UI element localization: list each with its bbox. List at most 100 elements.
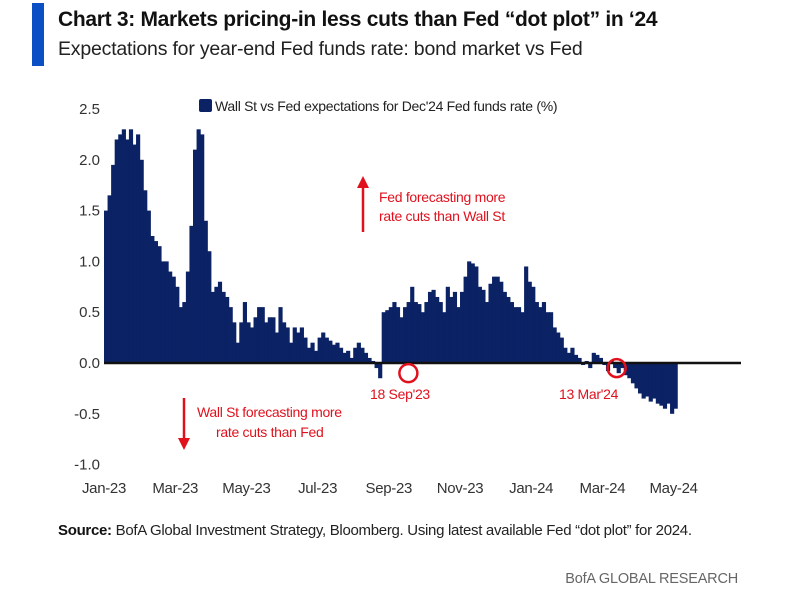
series-bar [641, 363, 646, 399]
series-bar [452, 291, 458, 363]
series-bar [168, 271, 173, 363]
series-bar [335, 342, 340, 363]
series-bar [645, 363, 650, 397]
series-bar [545, 312, 550, 363]
series-bar [488, 283, 493, 363]
y-tick-label: 0.5 [79, 304, 100, 321]
series-bar [271, 317, 276, 363]
x-tick-label: Mar-23 [152, 480, 198, 497]
annotation-wallst-more-cuts-line2: rate cuts than Fed [216, 424, 323, 440]
series-bar [182, 302, 187, 363]
series-bar [225, 296, 230, 363]
series-bar [356, 342, 361, 363]
series-bar [306, 347, 312, 363]
x-tick-label: Nov-23 [437, 480, 484, 497]
series-bar [118, 134, 123, 363]
series-bar [516, 307, 522, 363]
series-bar [395, 307, 401, 363]
series-bar [655, 363, 660, 404]
series-bar [577, 357, 582, 363]
x-tick-label: Jan-23 [82, 480, 126, 497]
series-bar [413, 302, 418, 363]
series-bar [527, 281, 532, 363]
series-bar [481, 289, 486, 363]
source-text: BofA Global Investment Strategy, Bloombe… [111, 522, 692, 539]
series-bar [638, 363, 643, 394]
series-bar [299, 327, 304, 363]
series-bar [506, 296, 511, 363]
series-bar [652, 363, 657, 399]
series-bar [139, 159, 144, 363]
series-bar [595, 354, 600, 363]
series-bar [285, 327, 290, 363]
series-bar [150, 236, 155, 363]
series-bar [598, 357, 603, 363]
series-area [104, 129, 678, 414]
series-bar [303, 337, 308, 363]
series-bar [420, 312, 425, 363]
series-bar [289, 342, 294, 363]
series-bar [549, 312, 554, 363]
series-bar [128, 129, 134, 363]
y-tick-label: 2.0 [79, 152, 100, 169]
series-bar [662, 363, 668, 409]
series-bar [431, 289, 436, 363]
series-bar [104, 210, 109, 363]
y-tick-label: 1.5 [79, 203, 100, 220]
series-bar [410, 286, 415, 363]
series-bar [556, 332, 561, 363]
series-bar [210, 291, 215, 363]
series-bar [282, 322, 287, 363]
series-bar [484, 302, 490, 363]
y-axis: 2.5 2.0 1.5 1.0 0.5 0.0 -0.5 -1.0 [74, 101, 100, 474]
series-bar [253, 317, 258, 363]
series-bar [392, 302, 397, 363]
series-bar [374, 363, 379, 369]
series-bar [634, 363, 639, 389]
series-bar [502, 291, 507, 363]
series-bar [378, 363, 383, 379]
series-bar [534, 302, 539, 363]
series-bar [385, 310, 390, 363]
y-tick-label: -1.0 [74, 457, 100, 474]
series-bar [328, 340, 333, 363]
series-bar [616, 363, 621, 374]
series-bar [438, 302, 443, 363]
arrow-down-head [178, 438, 190, 450]
series-bar [520, 312, 525, 363]
series-bar [442, 312, 447, 363]
series-bar [185, 271, 191, 363]
series-bar [613, 363, 618, 369]
annotation-wallst-more-cuts-line1: Wall St forecasting more [197, 404, 342, 420]
series-bar [573, 354, 579, 363]
series-bar [424, 302, 429, 363]
series-bar [274, 332, 280, 363]
annotation-circle-18-sep-23 [398, 362, 419, 384]
series-bar [538, 307, 543, 363]
series-bar [470, 263, 475, 363]
annotation-fed-more-cuts-line2: rate cuts than Wall St [379, 208, 505, 224]
series-bar [360, 347, 365, 363]
series-bar [317, 337, 322, 363]
series-bar [403, 307, 408, 363]
series-bar [559, 337, 564, 363]
series-bar [388, 307, 393, 363]
series-bar [278, 307, 283, 363]
series-bar [349, 357, 354, 363]
series-bar [175, 286, 180, 363]
series-bar [570, 347, 575, 363]
series-bar [406, 302, 411, 363]
series-bar [541, 302, 547, 363]
series-bar [417, 304, 422, 363]
x-tick-label: Jan-24 [509, 480, 553, 497]
x-tick-label: Sep-23 [366, 480, 413, 497]
series-bar [157, 246, 162, 363]
series-bar [242, 302, 247, 363]
series-bar [153, 241, 158, 363]
annotation-circle-13-mar-24 [606, 357, 627, 379]
series-bar [228, 307, 233, 363]
annotation-label-13-mar-24: 13 Mar'24 [559, 386, 619, 402]
series-bar [296, 332, 301, 363]
legend-label: Wall St vs Fed expectations for Dec'24 F… [215, 98, 557, 114]
series-bar [563, 347, 568, 363]
